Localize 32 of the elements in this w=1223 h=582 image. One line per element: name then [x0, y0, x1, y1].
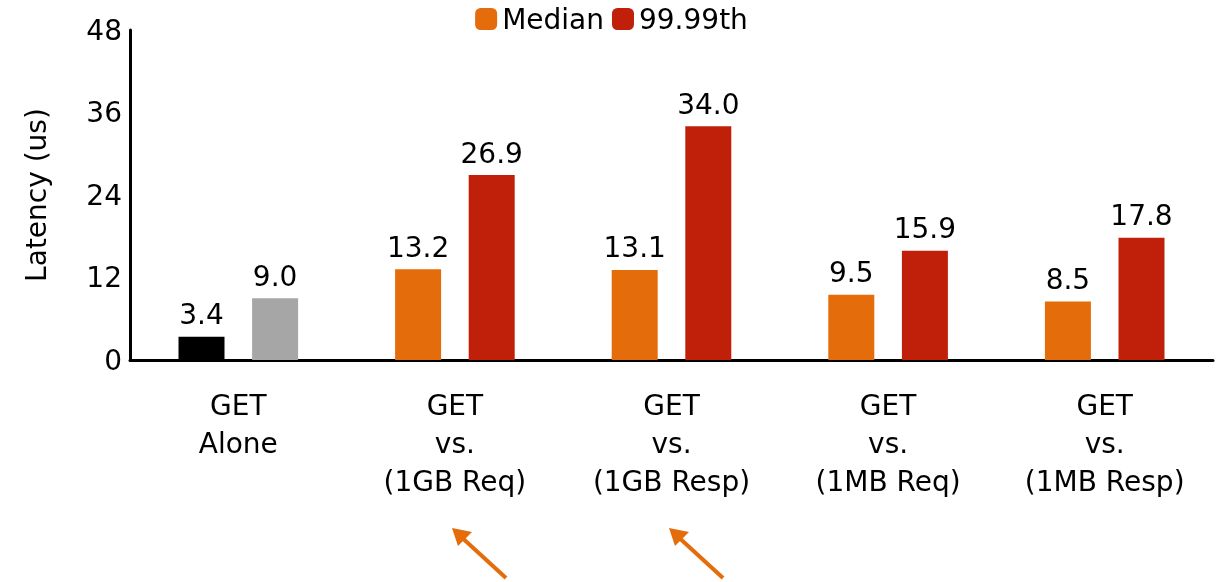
legend-label: Median — [502, 2, 604, 36]
data-label: 26.9 — [460, 136, 523, 170]
y-tick-label: 24 — [86, 178, 122, 212]
legend-label: 99.99th — [638, 2, 748, 36]
bar — [395, 269, 442, 360]
y-tick-label: 36 — [86, 96, 122, 129]
data-label: 15.9 — [893, 212, 957, 246]
data-label: 13.2 — [386, 230, 450, 264]
bar — [1118, 237, 1165, 360]
y-tick-label: 48 — [86, 13, 122, 47]
data-label: 34.0 — [677, 87, 740, 121]
x-tick-label: GET vs. (1GB Resp) — [592, 388, 751, 498]
y-axis-title: Latency (us) — [19, 108, 53, 282]
bar — [901, 250, 948, 360]
x-tick-label: GET Alone — [198, 388, 278, 460]
data-label: 9.0 — [252, 259, 298, 293]
data-label: 8.5 — [1045, 263, 1091, 297]
x-tick-label: GET vs. (1MB Req) — [815, 388, 961, 498]
bar — [252, 298, 299, 360]
bar — [611, 269, 658, 360]
bar — [468, 175, 515, 360]
y-tick-label: 0 — [104, 343, 122, 377]
y-tick-label: 12 — [86, 261, 122, 294]
bar — [828, 294, 875, 360]
data-label: 17.8 — [1110, 199, 1173, 233]
bar — [1044, 301, 1091, 360]
data-label: 3.4 — [179, 298, 224, 332]
data-label: 13.1 — [603, 231, 666, 265]
x-tick-label: GET vs. (1MB Resp) — [1024, 388, 1185, 498]
data-label: 9.5 — [829, 256, 874, 290]
x-tick-label: GET vs. (1GB Req) — [383, 388, 527, 498]
bar — [685, 126, 732, 360]
